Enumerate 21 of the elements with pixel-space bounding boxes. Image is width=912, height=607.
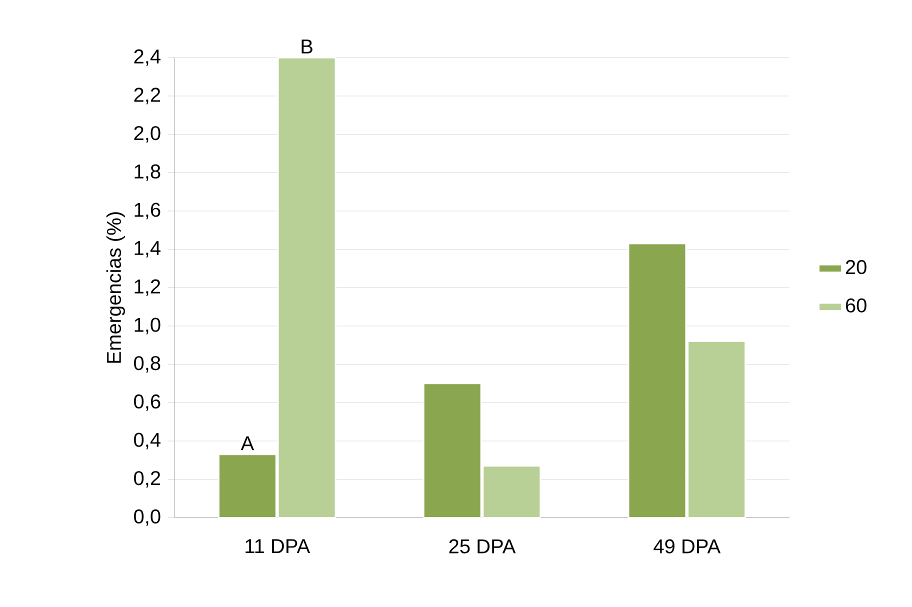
y-tick-label: 0,6: [134, 394, 160, 411]
y-tick-label: 0,8: [134, 356, 160, 373]
y-tick-label: 1,8: [134, 164, 160, 181]
annotation: B: [302, 40, 312, 54]
x-tick-label: 49 DPA: [654, 539, 721, 554]
annotation: A: [240, 436, 254, 450]
y-tick-label: 1,4: [134, 241, 160, 258]
y-tick-label: 0,0: [134, 509, 160, 526]
legend-label: 20: [846, 260, 866, 274]
y-tick-label: 1,6: [134, 202, 160, 220]
y-tick-label: 1,0: [134, 318, 160, 334]
y-tick-label: 1,2: [134, 279, 160, 296]
y-tick-label: 2,4: [134, 49, 160, 66]
y-tick-label: 2,0: [134, 126, 160, 143]
y-tick-label: 0,2: [134, 471, 160, 488]
y-axis-title: Emergencias (%): [106, 212, 125, 363]
y-tick-label: 2,2: [134, 88, 160, 104]
legend-label: 60: [846, 298, 866, 312]
x-tick-label: 11 DPA: [246, 539, 310, 554]
y-tick-label: 0,4: [134, 432, 160, 450]
x-tick-label: 25 DPA: [449, 539, 516, 554]
